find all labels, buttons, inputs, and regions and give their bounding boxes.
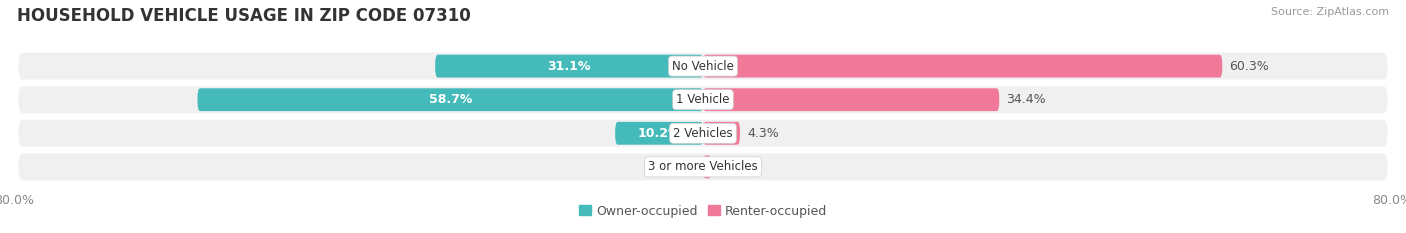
FancyBboxPatch shape — [436, 55, 703, 78]
FancyBboxPatch shape — [616, 122, 703, 145]
Text: 3 or more Vehicles: 3 or more Vehicles — [648, 160, 758, 173]
Text: 0.99%: 0.99% — [718, 160, 758, 173]
Text: 60.3%: 60.3% — [1229, 60, 1270, 73]
Legend: Owner-occupied, Renter-occupied: Owner-occupied, Renter-occupied — [579, 205, 827, 218]
FancyBboxPatch shape — [703, 55, 1222, 78]
Text: 34.4%: 34.4% — [1007, 93, 1046, 106]
Text: 31.1%: 31.1% — [547, 60, 591, 73]
FancyBboxPatch shape — [197, 88, 703, 111]
FancyBboxPatch shape — [703, 88, 1000, 111]
Text: 58.7%: 58.7% — [429, 93, 472, 106]
FancyBboxPatch shape — [703, 155, 711, 178]
FancyBboxPatch shape — [703, 122, 740, 145]
FancyBboxPatch shape — [18, 154, 1388, 180]
Text: 10.2%: 10.2% — [637, 127, 681, 140]
Text: Source: ZipAtlas.com: Source: ZipAtlas.com — [1271, 7, 1389, 17]
FancyBboxPatch shape — [18, 53, 1388, 79]
FancyBboxPatch shape — [18, 120, 1388, 147]
Text: 4.3%: 4.3% — [747, 127, 779, 140]
Text: HOUSEHOLD VEHICLE USAGE IN ZIP CODE 07310: HOUSEHOLD VEHICLE USAGE IN ZIP CODE 0731… — [17, 7, 471, 25]
FancyBboxPatch shape — [18, 86, 1388, 113]
Text: 2 Vehicles: 2 Vehicles — [673, 127, 733, 140]
Text: No Vehicle: No Vehicle — [672, 60, 734, 73]
Text: 0.0%: 0.0% — [664, 160, 696, 173]
Text: 1 Vehicle: 1 Vehicle — [676, 93, 730, 106]
